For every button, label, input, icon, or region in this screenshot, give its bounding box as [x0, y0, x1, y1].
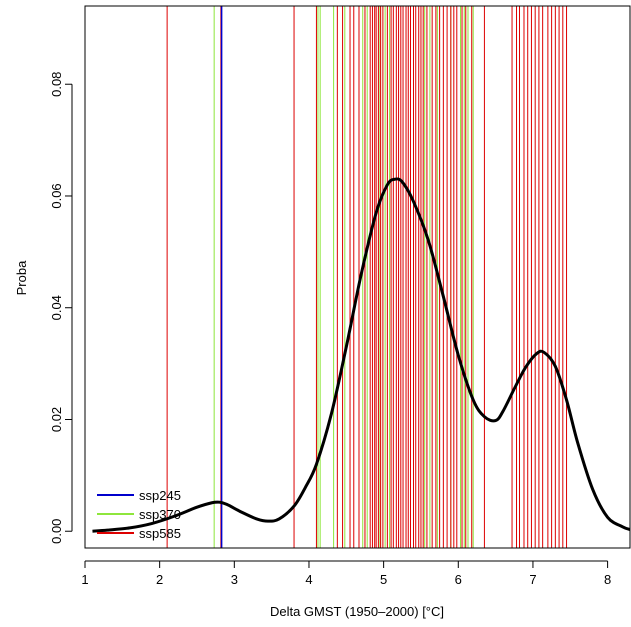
y-tick-label: 0.04 — [49, 295, 64, 320]
x-tick-label: 6 — [455, 572, 462, 587]
x-tick-label: 2 — [156, 572, 163, 587]
x-tick-label: 1 — [81, 572, 88, 587]
y-axis-title: Proba — [14, 260, 29, 295]
x-tick-label: 8 — [604, 572, 611, 587]
legend-label-ssp245: ssp245 — [139, 488, 181, 503]
x-axis: 1 2 3 4 5 6 7 8 — [81, 560, 611, 587]
plot-frame — [84, 5, 631, 549]
x-tick-label: 4 — [305, 572, 312, 587]
y-tick-label: 0.02 — [49, 407, 64, 432]
x-tick-label: 5 — [380, 572, 387, 587]
legend-label-ssp370: ssp370 — [139, 507, 181, 522]
legend-label-ssp585: ssp585 — [139, 526, 181, 541]
y-axis: 0.00 0.02 0.04 0.06 0.08 — [49, 72, 73, 544]
y-tick-label: 0.06 — [49, 183, 64, 208]
x-axis-title: Delta GMST (1950–2000) [°C] — [270, 604, 444, 619]
x-tick-label: 7 — [529, 572, 536, 587]
x-tick-label: 3 — [231, 572, 238, 587]
y-tick-label: 0.00 — [49, 519, 64, 544]
y-tick-label: 0.08 — [49, 72, 64, 97]
density-curve — [92, 177, 630, 533]
legend: ssp245 ssp370 ssp585 — [97, 488, 181, 541]
model-vertical-lines — [166, 6, 568, 548]
